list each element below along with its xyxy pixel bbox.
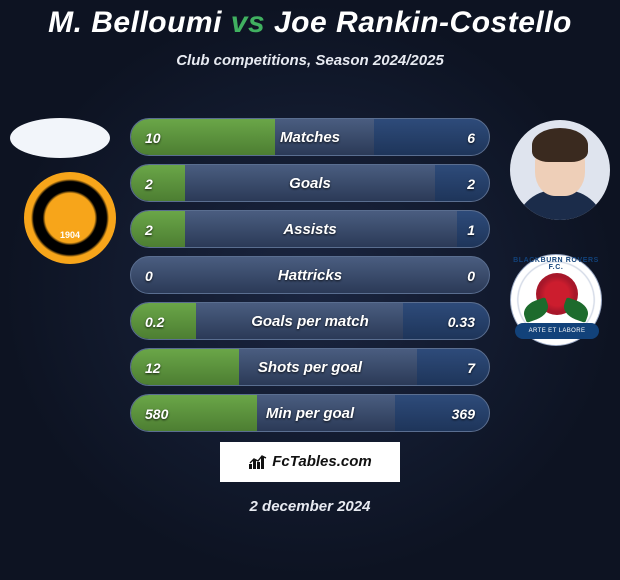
subtitle: Club competitions, Season 2024/2025: [0, 52, 620, 69]
stat-label: Hattricks: [131, 257, 489, 294]
sparkline-icon: [248, 454, 268, 470]
player1-name: M. Belloumi: [48, 6, 222, 39]
leaf-icon: [521, 297, 552, 323]
player1-avatar: [10, 118, 110, 158]
stat-label: Goals per match: [131, 303, 489, 340]
club-badge-right: BLACKBURN ROVERS F.C. ARTE ET LABORE: [510, 254, 602, 346]
club-badge-left: 1904: [24, 172, 116, 264]
stat-row: 21Assists: [130, 210, 490, 248]
badge-right-ribbon: ARTE ET LABORE: [515, 323, 599, 339]
player2-avatar: [510, 120, 610, 220]
stat-row: 0.20.33Goals per match: [130, 302, 490, 340]
stat-label: Matches: [131, 119, 489, 156]
stat-row: 580369Min per goal: [130, 394, 490, 432]
vs-text: vs: [231, 6, 265, 39]
branding-box: FcTables.com: [220, 442, 400, 482]
stat-row: 22Goals: [130, 164, 490, 202]
stat-rows: 106Matches 22Goals 21Assists 00Hattricks 0.2…: [130, 118, 490, 440]
branding-text: FcTables.com: [272, 453, 371, 470]
comparison-title: M. Belloumi vs Joe Rankin-Costello: [0, 0, 620, 40]
badge-right-top-text: BLACKBURN ROVERS F.C.: [511, 257, 601, 271]
badge-left-year: 1904: [24, 230, 116, 240]
stat-label: Assists: [131, 211, 489, 248]
leaf-icon: [561, 297, 592, 323]
stat-row: 00Hattricks: [130, 256, 490, 294]
stat-label: Min per goal: [131, 395, 489, 432]
stat-row: 127Shots per goal: [130, 348, 490, 386]
stat-row: 106Matches: [130, 118, 490, 156]
tiger-icon: [50, 196, 90, 230]
stat-label: Goals: [131, 165, 489, 202]
footer-date: 2 december 2024: [0, 498, 620, 515]
stat-label: Shots per goal: [131, 349, 489, 386]
player2-name: Joe Rankin-Costello: [274, 6, 572, 39]
